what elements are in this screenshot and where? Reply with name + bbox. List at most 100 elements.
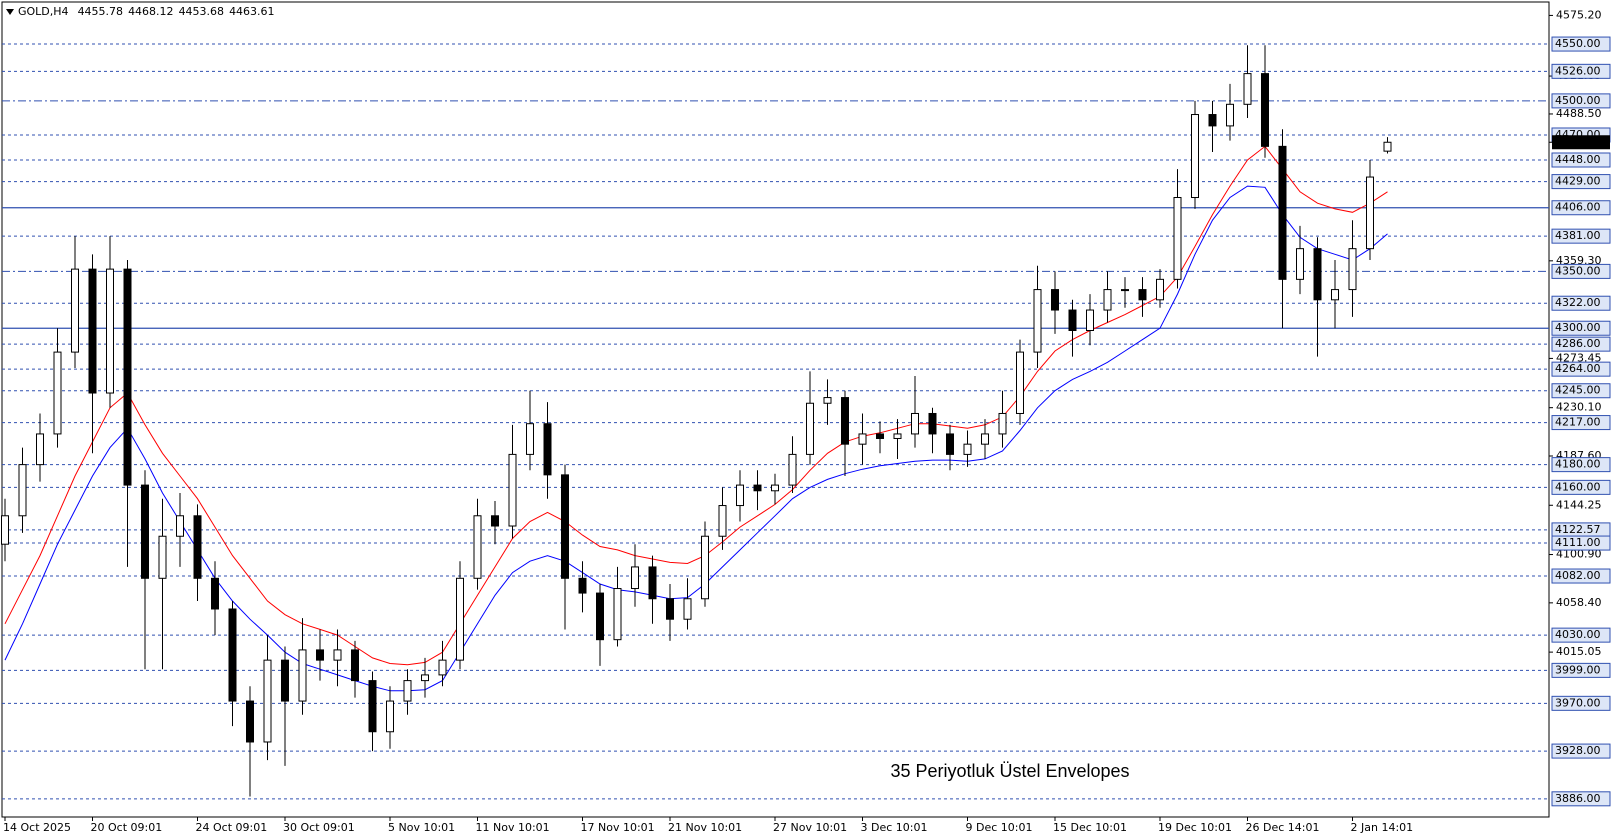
header: GOLD,H4 4455.78 4468.12 4453.68 4463.61: [18, 5, 275, 18]
level-label-box: [1551, 93, 1611, 109]
level-label-box: [1551, 295, 1611, 311]
level-label-box: [1551, 457, 1611, 473]
level-label: 4030.00: [1555, 628, 1601, 641]
candle-body: [281, 659, 289, 702]
level-label: 4180.00: [1555, 458, 1601, 471]
candle-body: [1033, 289, 1042, 353]
candle-body: [1278, 145, 1287, 280]
level-label-box: [1551, 743, 1611, 759]
candle-body: [946, 433, 954, 455]
x-tick-label: 11 Nov 10:01: [476, 821, 550, 834]
candle-body: [736, 484, 744, 507]
axes: 4575.204521.854488.504359.304273.454230.…: [3, 8, 1611, 834]
candle-body: [1068, 309, 1077, 332]
candle-body: [1383, 141, 1392, 152]
candle-body: [771, 484, 779, 492]
candle-body: [701, 535, 709, 600]
x-tick-label: 24 Oct 09:01: [196, 821, 268, 834]
level-label: 4286.00: [1555, 337, 1601, 350]
candle-body: [893, 433, 902, 439]
levels: [2, 43, 1549, 800]
level-label: 4550.00: [1555, 37, 1601, 50]
candle-body: [18, 464, 27, 517]
candle-body: [386, 700, 394, 733]
candle-body: [106, 268, 114, 394]
candle-body: [263, 659, 272, 743]
candle-body: [1051, 289, 1059, 311]
candle-body: [753, 484, 762, 492]
candle-body: [1156, 278, 1164, 301]
candle-body: [1191, 114, 1199, 199]
candle-body: [438, 659, 447, 676]
level-label: 4322.00: [1555, 296, 1601, 309]
y-tick-label: 4230.10: [1556, 401, 1602, 414]
candle-body: [1313, 248, 1322, 301]
candle-body: [368, 680, 377, 733]
x-tick-label: 17 Nov 10:01: [581, 821, 655, 834]
candle-body: [71, 268, 79, 353]
candle-body: [526, 423, 534, 455]
y-tick-label: 4058.40: [1556, 596, 1602, 609]
level-label-box: [1551, 535, 1611, 551]
level-label: 4448.00: [1555, 153, 1601, 166]
candle-body: [631, 566, 639, 590]
candle-body: [561, 474, 569, 579]
level-label-box: [1551, 695, 1611, 711]
level-label-box: [1551, 228, 1611, 244]
level-label-box: [1551, 63, 1611, 79]
candle-body: [1121, 289, 1129, 292]
candle-body: [543, 423, 552, 476]
candle-body: [963, 443, 972, 455]
x-tick-label: 30 Oct 09:01: [283, 821, 355, 834]
candle-body: [981, 433, 989, 445]
candle-body: [1086, 309, 1094, 332]
candle-body: [508, 453, 517, 527]
candle-body: [123, 268, 132, 486]
level-label: 4381.00: [1555, 229, 1601, 242]
candle-body: [788, 453, 797, 486]
level-label: 4300.00: [1555, 321, 1601, 334]
level-label: 4245.00: [1555, 384, 1601, 397]
candle-body: [491, 515, 499, 527]
candle-body: [613, 588, 622, 641]
candle-body: [53, 351, 62, 435]
x-tick-label: 14 Oct 2025: [3, 821, 71, 834]
level-label-box: [1551, 662, 1611, 678]
candle-body: [36, 433, 44, 466]
symbol: GOLD,H4: [18, 5, 69, 18]
level-label-box: [1551, 336, 1611, 352]
candle-body: [158, 535, 167, 579]
candle-body: [473, 515, 482, 579]
candle-body: [683, 598, 692, 620]
candle-body: [578, 577, 587, 594]
x-tick-label: 26 Dec 14:01: [1246, 821, 1320, 834]
x-tick-label: 20 Oct 09:01: [91, 821, 163, 834]
level-label: 4406.00: [1555, 201, 1601, 214]
candle-body: [858, 433, 867, 445]
close-price: 4463.61: [229, 5, 275, 18]
candle-body: [211, 577, 219, 610]
level-label: 4082.00: [1555, 569, 1601, 582]
level-label-box: [1551, 152, 1611, 168]
candle-body: [666, 598, 674, 620]
candle-body: [806, 402, 814, 455]
level-label-box: [1551, 383, 1611, 399]
y-tick-label: 4488.50: [1556, 107, 1602, 120]
candle-body: [1331, 289, 1339, 301]
x-tick-label: 9 Dec 10:01: [966, 821, 1033, 834]
candle-body: [1366, 176, 1374, 250]
candle-body: [316, 649, 324, 661]
x-tick-label: 15 Dec 10:01: [1053, 821, 1127, 834]
y-tick-label: 4575.20: [1556, 8, 1602, 21]
level-label-box: [1551, 36, 1611, 52]
high-price: 4468.12: [128, 5, 174, 18]
level-label-box: [1551, 791, 1611, 807]
candle-body: [823, 397, 832, 404]
candle-body: [246, 700, 254, 743]
candle-body: [841, 397, 849, 445]
level-label-box: [1551, 568, 1611, 584]
candle-body: [351, 649, 359, 682]
candle-body: [1103, 289, 1112, 311]
level-label-box: [1551, 174, 1611, 190]
level-label: 4350.00: [1555, 264, 1601, 277]
